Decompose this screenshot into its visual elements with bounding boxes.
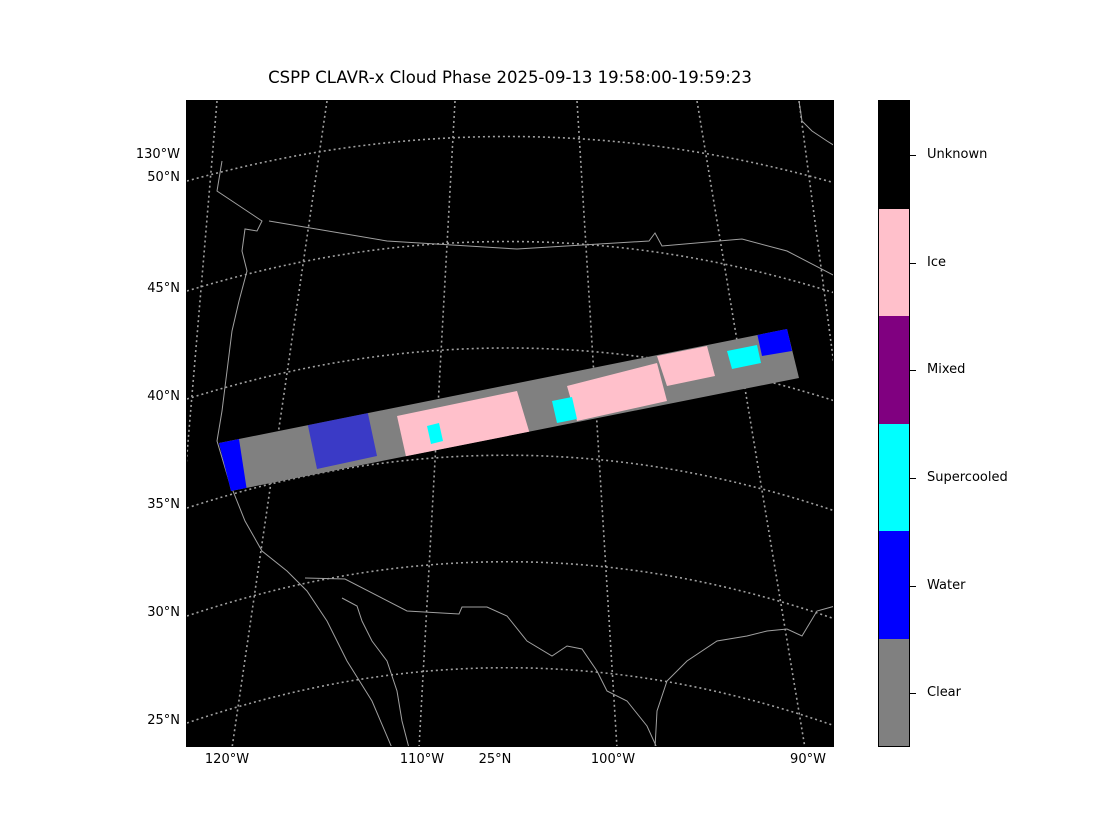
lat-label-50n: 50°N — [147, 170, 180, 185]
colorbar-segment-water — [879, 531, 909, 639]
lon-label-110w: 110°W — [399, 752, 445, 767]
map-title: CSPP CLAVR-x Cloud Phase 2025-09-13 19:5… — [268, 68, 752, 87]
lat-label-40n: 40°N — [147, 389, 180, 404]
lon-label-130w: 130°W — [135, 147, 180, 162]
map-canvas[interactable] — [186, 100, 834, 747]
colorbar-tick — [910, 263, 916, 264]
swath-ice-region — [567, 363, 667, 421]
swath-supercooled-region — [727, 345, 761, 369]
colorbar-tick — [910, 370, 916, 371]
gulf-coastline — [654, 606, 833, 746]
colorbar-segment-supercooled — [879, 423, 909, 531]
colorbar-label-mixed: Mixed — [927, 362, 966, 377]
colorbar-tick — [910, 478, 916, 479]
lat-label-25n-bottom: 25°N — [478, 752, 512, 767]
colorbar-segment-clear — [879, 638, 909, 746]
map-svg — [187, 101, 833, 746]
colorbar-label-water: Water — [927, 578, 966, 593]
lat-label-30n: 30°N — [147, 605, 180, 620]
colorbar-segment-mixed — [879, 316, 909, 424]
colorbar-tick — [910, 586, 916, 587]
cloud-phase-swath — [219, 329, 799, 491]
swath-ice-region — [657, 346, 715, 386]
us-mexico-border — [304, 577, 657, 746]
west-coastline — [216, 160, 392, 746]
colorbar-label-supercooled: Supercooled — [927, 470, 1008, 485]
colorbar-label-unknown: Unknown — [927, 147, 988, 162]
colorbar-segment-ice — [879, 208, 909, 316]
lat-label-35n: 35°N — [147, 497, 180, 512]
longitude-gridlines — [187, 101, 833, 746]
latitude-gridlines — [187, 135, 833, 727]
colorbar-tick — [910, 693, 916, 694]
lon-label-100w: 100°W — [590, 752, 636, 767]
us-canada-border — [268, 220, 833, 276]
lat-label-45n: 45°N — [147, 281, 180, 296]
swath-water-region — [757, 329, 792, 356]
great-lakes-outline — [798, 101, 833, 146]
swath-supercooled-region — [427, 423, 443, 444]
swath-water-region — [307, 409, 377, 469]
swath-supercooled-region — [552, 397, 577, 423]
colorbar-tick — [910, 155, 916, 156]
colorbar-segment-unknown — [879, 101, 909, 209]
lon-label-120w: 120°W — [204, 752, 250, 767]
colorbar-label-ice: Ice — [927, 255, 946, 270]
colorbar-label-clear: Clear — [927, 685, 961, 700]
baja-coastline — [341, 597, 409, 746]
lat-label-25n: 25°N — [147, 713, 180, 728]
lon-label-90w: 90°W — [790, 752, 826, 767]
colorbar — [878, 100, 910, 747]
